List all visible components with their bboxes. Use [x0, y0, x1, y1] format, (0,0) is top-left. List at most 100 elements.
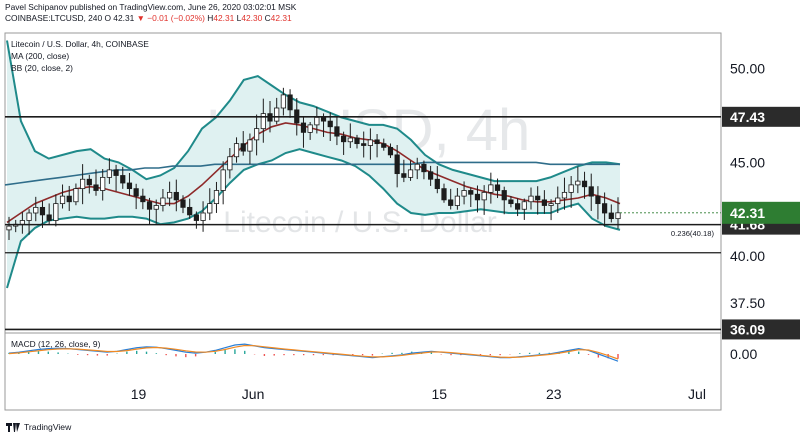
- candle-body: [367, 139, 373, 146]
- legend-bb: BB (20, close, 2): [11, 63, 73, 73]
- candle-body: [401, 173, 407, 178]
- candle-body: [173, 191, 179, 201]
- candle-body: [260, 113, 266, 130]
- candle-body: [193, 214, 199, 221]
- change-value: ▼ −0.01 (−0.02%): [136, 13, 205, 23]
- x-tick-label: Jul: [688, 386, 706, 402]
- candle-body: [86, 178, 92, 186]
- candle-body: [474, 193, 481, 201]
- y-tick-label: 50.00: [730, 61, 765, 77]
- candle-body: [39, 206, 46, 216]
- candle-body: [59, 195, 66, 205]
- candle-body: [428, 171, 434, 180]
- candle-body: [394, 154, 400, 175]
- candle-body: [494, 184, 501, 191]
- candle-body: [468, 190, 474, 195]
- candle-body: [80, 178, 86, 190]
- candle-body: [187, 206, 193, 216]
- candle-body: [334, 126, 340, 137]
- high-value: 42.31: [213, 13, 235, 23]
- candle-body: [561, 191, 568, 199]
- symbol-label: COINBASE:LTCUSD, 240: [5, 13, 103, 23]
- chart-header: Pavel Schipanov published on TradingView…: [5, 2, 296, 24]
- candle-body: [33, 206, 39, 214]
- macd-pane: [8, 343, 619, 362]
- candle-body: [595, 195, 601, 205]
- candle-body: [200, 212, 206, 221]
- plot-frame: [4, 32, 722, 411]
- candle-body: [140, 195, 146, 203]
- candle-body: [146, 201, 153, 210]
- candle-body: [602, 203, 608, 214]
- tradingview-logo-icon: [6, 422, 20, 432]
- candle-body: [347, 137, 353, 143]
- candle-body: [167, 191, 173, 199]
- candle-body: [387, 146, 394, 156]
- candle-body: [133, 188, 139, 197]
- macd-tick-label: 0.00: [730, 346, 757, 362]
- y-tick-label: 37.50: [730, 295, 765, 311]
- high-label: H: [207, 13, 214, 23]
- candle-body: [588, 186, 594, 197]
- legend-ma: MA (200, close): [11, 51, 69, 61]
- current-price-label: 42.31: [730, 205, 765, 221]
- y-tick-label: 45.00: [730, 154, 765, 170]
- candle-body: [113, 169, 119, 176]
- candle-body: [568, 184, 574, 193]
- candle-body: [66, 195, 72, 203]
- candle-body: [341, 135, 347, 143]
- candle-body: [100, 176, 106, 191]
- candle-body: [575, 180, 581, 186]
- open-label: O: [104, 13, 111, 23]
- candle-body: [207, 203, 213, 214]
- low-label: L: [236, 13, 242, 23]
- current-price-tag: [722, 201, 800, 224]
- tradingview-logo[interactable]: TradingView: [6, 422, 71, 432]
- candle-body: [106, 169, 112, 178]
- candle-body: [361, 143, 367, 146]
- candle-body: [6, 225, 12, 231]
- candle-body: [46, 214, 52, 221]
- low-value: 42.30: [241, 13, 263, 23]
- candle-body: [240, 143, 246, 152]
- level-tag: [722, 106, 800, 127]
- signal-line: [8, 344, 619, 360]
- candle-body: [481, 191, 487, 201]
- x-tick-label: 15: [431, 386, 447, 402]
- candle-body: [93, 184, 99, 191]
- candle-body: [381, 143, 387, 148]
- candlesticks: [6, 87, 621, 241]
- candle-body: [287, 94, 293, 111]
- candle-body: [501, 190, 507, 201]
- fib-level-label: 0.236(40.18): [671, 229, 715, 238]
- x-tick-label: 19: [131, 386, 147, 402]
- level-tag: [722, 319, 800, 340]
- tradingview-logo-text: TradingView: [24, 422, 72, 432]
- candle-body: [320, 116, 327, 122]
- candle-body: [541, 199, 547, 206]
- ohlc-line: COINBASE:LTCUSD, 240 O 42.31 ▼ −0.01 (−0…: [5, 13, 296, 24]
- candle-body: [300, 122, 307, 133]
- price-axis: 50.00 45.00 40.00 37.50 0.00: [730, 61, 765, 362]
- candle-body: [508, 199, 514, 205]
- candle-body: [548, 203, 554, 206]
- legend-title: Litecoin / U.S. Dollar, 4h, COINBASE: [11, 39, 149, 49]
- candle-body: [274, 107, 280, 122]
- candle-body: [374, 139, 380, 145]
- candle-body: [488, 184, 494, 193]
- candle-body: [220, 169, 226, 191]
- legend-macd: MACD (12, 26, close, 9): [11, 339, 101, 349]
- candle-body: [160, 197, 166, 206]
- candle-body: [280, 94, 286, 109]
- candle-body: [73, 188, 79, 203]
- candle-body: [247, 139, 253, 152]
- candle-body: [213, 190, 220, 205]
- candle-body: [180, 199, 186, 208]
- y-tick-label: 40.00: [730, 248, 765, 264]
- candle-body: [535, 195, 541, 201]
- x-tick-label: 23: [546, 386, 562, 402]
- close-label: C: [264, 13, 271, 23]
- candle-body: [26, 212, 32, 221]
